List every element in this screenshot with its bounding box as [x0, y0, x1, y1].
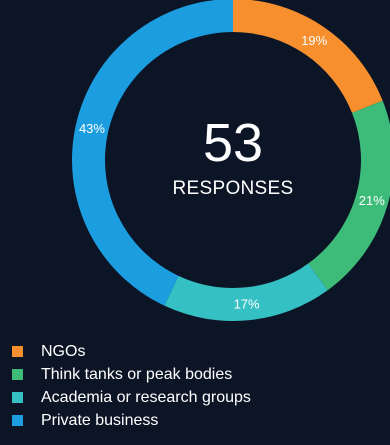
legend-item-3: Private business	[12, 410, 251, 431]
legend-swatch-0	[12, 346, 23, 357]
slice-0	[233, 0, 383, 113]
chart-legend: NGOs Think tanks or peak bodies Academia o…	[12, 341, 251, 433]
slice-1	[308, 100, 390, 291]
slice-label-2: 17%	[234, 296, 260, 311]
total-responses-label: RESPONSES	[172, 178, 294, 199]
slice-2	[164, 263, 328, 321]
slice-3	[72, 0, 233, 306]
legend-label-2: Academia or research groups	[41, 388, 251, 406]
legend-swatch-3	[12, 415, 23, 426]
legend-item-2: Academia or research groups	[12, 387, 251, 408]
slice-label-3: 43%	[79, 121, 105, 136]
legend-label-3: Private business	[41, 411, 159, 429]
total-responses-count: 53	[202, 113, 264, 173]
slice-label-1: 21%	[359, 193, 385, 208]
legend-item-0: NGOs	[12, 341, 251, 362]
legend-swatch-2	[12, 392, 23, 403]
legend-label-0: NGOs	[41, 342, 86, 360]
slice-label-0: 19%	[301, 33, 327, 48]
donut-chart: 19% 21% 17% 43%	[72, 0, 390, 321]
legend-label-1: Think tanks or peak bodies	[41, 365, 233, 383]
legend-swatch-1	[12, 369, 23, 380]
legend-item-1: Think tanks or peak bodies	[12, 364, 251, 385]
